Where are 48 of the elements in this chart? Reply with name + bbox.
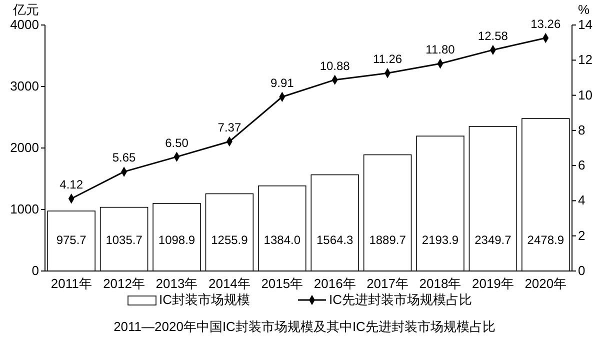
legend-label: IC先进封装市场规模占比: [329, 292, 472, 307]
x-tick-label: 2017年: [366, 276, 409, 291]
y2-tick-label: 6: [578, 158, 586, 173]
x-tick-label: 2015年: [261, 276, 304, 291]
legend-label: IC封装市场规模: [159, 292, 250, 307]
data-label: 1564.3: [316, 233, 354, 247]
y2-axis-title: %: [578, 2, 590, 17]
y-tick-label: 0: [32, 263, 39, 278]
x-tick-label: 2019年: [472, 276, 514, 291]
data-label: 9.91: [270, 76, 294, 90]
data-label: 10.88: [320, 58, 350, 73]
data-label: 2193.9: [422, 233, 459, 247]
y2-tick-label: 8: [578, 122, 586, 138]
data-label: 1384.0: [264, 233, 301, 247]
y2-tick-label: 2: [578, 228, 586, 243]
data-label: 4.12: [60, 178, 84, 192]
x-tick-label: 2020年: [524, 276, 567, 291]
data-label: 975.7: [56, 233, 87, 247]
data-label: 7.37: [218, 120, 242, 134]
y-axis-title: 亿元: [12, 2, 39, 17]
data-label: 2478.9: [527, 233, 564, 247]
data-label: 1098.9: [158, 233, 196, 247]
y2-tick-label: 0: [578, 263, 586, 278]
data-label: 1889.7: [369, 233, 406, 247]
y-tick-label: 3000: [10, 78, 39, 94]
x-tick-label: 2013年: [156, 276, 198, 291]
data-label: 2349.7: [474, 233, 512, 247]
y-tick-label: 1000: [10, 202, 39, 216]
x-tick-label: 2016年: [314, 276, 356, 291]
y2-tick-label: 4: [578, 192, 586, 208]
y-tick-label: 4000: [10, 17, 39, 32]
data-label: 13.26: [530, 17, 561, 32]
data-label: 11.80: [426, 42, 456, 57]
x-tick-label: 2011年: [50, 276, 92, 291]
data-label: 1255.9: [211, 233, 248, 247]
data-label: 1035.7: [106, 233, 143, 247]
data-label: 5.65: [112, 150, 136, 165]
data-label: 6.50: [165, 136, 189, 150]
x-tick-label: 2012年: [103, 276, 146, 291]
data-label: 12.58: [478, 28, 508, 43]
x-tick-label: 2014年: [208, 276, 250, 291]
y2-tick-label: 14: [578, 17, 592, 32]
data-label: 11.26: [372, 52, 402, 66]
y2-tick-label: 10: [578, 87, 592, 102]
y-tick-label: 2000: [10, 140, 39, 155]
x-tick-label: 2018年: [419, 276, 462, 291]
text: 2011—2020年中国IC封装市场规模及其中IC先进封装市场规模占比: [114, 319, 496, 334]
y2-tick-label: 12: [578, 52, 592, 68]
